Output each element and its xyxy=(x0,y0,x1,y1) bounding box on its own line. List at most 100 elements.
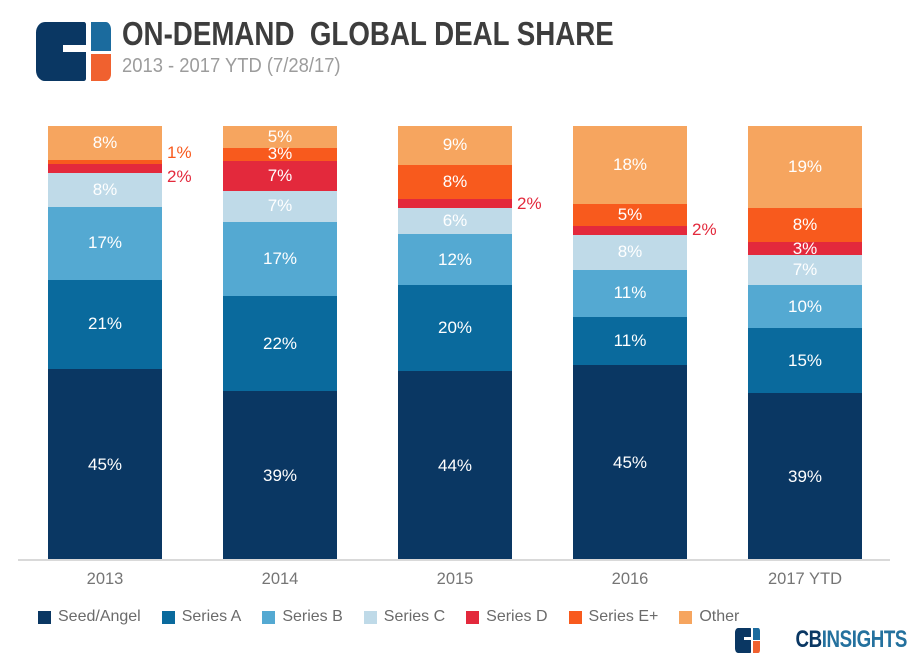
x-axis-label: 2017 YTD xyxy=(768,570,842,588)
stacked-bar-2016: 45% 11% 11% 8% 5% 18% xyxy=(573,126,687,561)
segment-value-label: 19% xyxy=(787,156,823,176)
segment-Series A xyxy=(48,279,162,370)
legend-swatch-icon xyxy=(161,610,175,624)
segment-value-label: 39% xyxy=(262,466,298,486)
segment-value-label: 11% xyxy=(613,331,647,351)
legend-swatch-icon xyxy=(262,610,276,624)
x-axis-label: 2016 xyxy=(611,570,649,588)
chart-plot: 45% 21% 17% 8% 8% 1% 2% 39% 22% 17% 7% 7% 3% 5% 44% 20%… xyxy=(0,126,909,561)
segment-Other xyxy=(48,126,162,161)
segment-value-label: 8% xyxy=(442,171,468,191)
segment-Series C xyxy=(398,207,512,234)
segment-value-label: 17% xyxy=(87,233,123,253)
segment-value-label: 5% xyxy=(617,205,643,225)
legend-item-Series E+: Series E+ xyxy=(568,608,659,626)
segment-Series B xyxy=(48,207,162,280)
segment-value-label: 6% xyxy=(442,210,468,230)
segment-Series C xyxy=(748,255,862,286)
segment-Series D xyxy=(223,160,337,192)
x-axis-label: 2014 xyxy=(261,570,299,588)
segment-value-label: 7% xyxy=(792,260,818,280)
segment-value-label: 7% xyxy=(267,166,293,186)
x-axis-label: 2013 xyxy=(86,570,124,588)
segment-Seed/Angel xyxy=(48,369,162,561)
segment-value-label: 17% xyxy=(262,248,298,268)
segment-Series A xyxy=(573,317,687,366)
cbinsights-logo-icon xyxy=(36,22,111,81)
segment-Series D xyxy=(398,199,512,208)
legend-swatch-icon xyxy=(38,610,51,624)
legend-swatch-icon xyxy=(679,610,693,624)
segment-Series C xyxy=(223,191,337,222)
segment-Series B xyxy=(748,285,862,329)
segment-Seed/Angel xyxy=(223,391,337,561)
segment-value-label: 8% xyxy=(617,242,643,262)
segment-Other xyxy=(573,126,687,205)
segment-Series D xyxy=(48,164,162,173)
chart-subtitle: 2013 - 2017 YTD (7/28/17) xyxy=(122,55,341,77)
logo-orange-square xyxy=(90,53,111,81)
stacked-bar-2015: 44% 20% 12% 6% 8% 9% xyxy=(398,126,512,561)
stacked-bar-2014: 39% 22% 17% 7% 7% 3% 5% xyxy=(223,126,337,561)
segment-value-label: 8% xyxy=(792,215,818,235)
logo-notch xyxy=(63,45,86,53)
segment-value-label: 20% xyxy=(437,318,473,338)
segment-Series B xyxy=(398,233,512,286)
segment-value-label: 12% xyxy=(437,249,473,269)
segment-value-label: 3% xyxy=(267,144,293,164)
stacked-bar-2013: 45% 21% 17% 8% 8% xyxy=(48,126,162,561)
segment-value-label: 22% xyxy=(262,333,298,353)
legend-label: Other xyxy=(699,608,740,625)
segment-value-label: 10% xyxy=(787,296,823,316)
segment-value-label-outside: 2% xyxy=(517,193,542,213)
legend-item-Series C: Series C xyxy=(363,608,446,626)
segment-Series D xyxy=(573,226,687,235)
legend-label: Series E+ xyxy=(588,608,659,625)
segment-Series B xyxy=(573,269,687,318)
segment-value-label: 5% xyxy=(267,126,293,146)
segment-value-label: 9% xyxy=(442,135,468,155)
x-axis-line xyxy=(18,559,890,561)
segment-value-label: 45% xyxy=(612,453,648,473)
legend-item-Series D: Series D xyxy=(466,608,548,626)
segment-value-label: 8% xyxy=(92,133,118,153)
segment-Series E+ xyxy=(48,160,162,165)
segment-Series E+ xyxy=(573,204,687,227)
segment-Seed/Angel xyxy=(398,371,512,561)
segment-value-label-outside: 2% xyxy=(167,167,192,187)
segment-value-label: 8% xyxy=(92,179,118,199)
segment-value-label: 44% xyxy=(437,456,473,476)
segment-Series C xyxy=(48,172,162,208)
segment-Seed/Angel xyxy=(573,365,687,561)
legend-item-Series A: Series A xyxy=(161,608,242,626)
legend-item-Series B: Series B xyxy=(262,608,343,626)
x-axis-label: 2015 xyxy=(436,570,474,588)
logo-blue-square xyxy=(753,627,760,640)
legend-label: Series D xyxy=(486,608,548,625)
segment-Series A xyxy=(398,285,512,372)
x-axis: 2013 2014 2015 2016 2017 YTD xyxy=(0,570,909,590)
legend-label: Series A xyxy=(181,608,242,625)
logo-blue-square xyxy=(90,22,111,51)
legend-swatch-icon xyxy=(466,610,480,624)
brand-cb-text: CB xyxy=(795,626,822,653)
segment-value-label-outside: 2% xyxy=(692,220,717,240)
legend-label: Series C xyxy=(383,608,446,625)
segment-Seed/Angel xyxy=(748,393,862,561)
chart-title: ON-DEMAND GLOBAL DEAL SHARE xyxy=(122,15,614,52)
segment-value-label: 21% xyxy=(87,314,123,334)
segment-Other xyxy=(223,126,337,148)
segment-value-label: 45% xyxy=(87,455,123,475)
segment-Other xyxy=(398,126,512,165)
header: ON-DEMAND GLOBAL DEAL SHARE 2013 - 2017 … xyxy=(122,16,707,78)
legend-swatch-icon xyxy=(568,610,582,624)
segment-value-label: 15% xyxy=(787,350,823,370)
segment-Other xyxy=(748,126,862,208)
segment-Series D xyxy=(748,242,862,256)
brand-insights-text: INSIGHTS xyxy=(821,626,908,653)
segment-Series A xyxy=(223,295,337,392)
legend-swatch-icon xyxy=(363,610,377,624)
segment-Series B xyxy=(223,221,337,296)
legend-label: Series B xyxy=(282,608,343,625)
